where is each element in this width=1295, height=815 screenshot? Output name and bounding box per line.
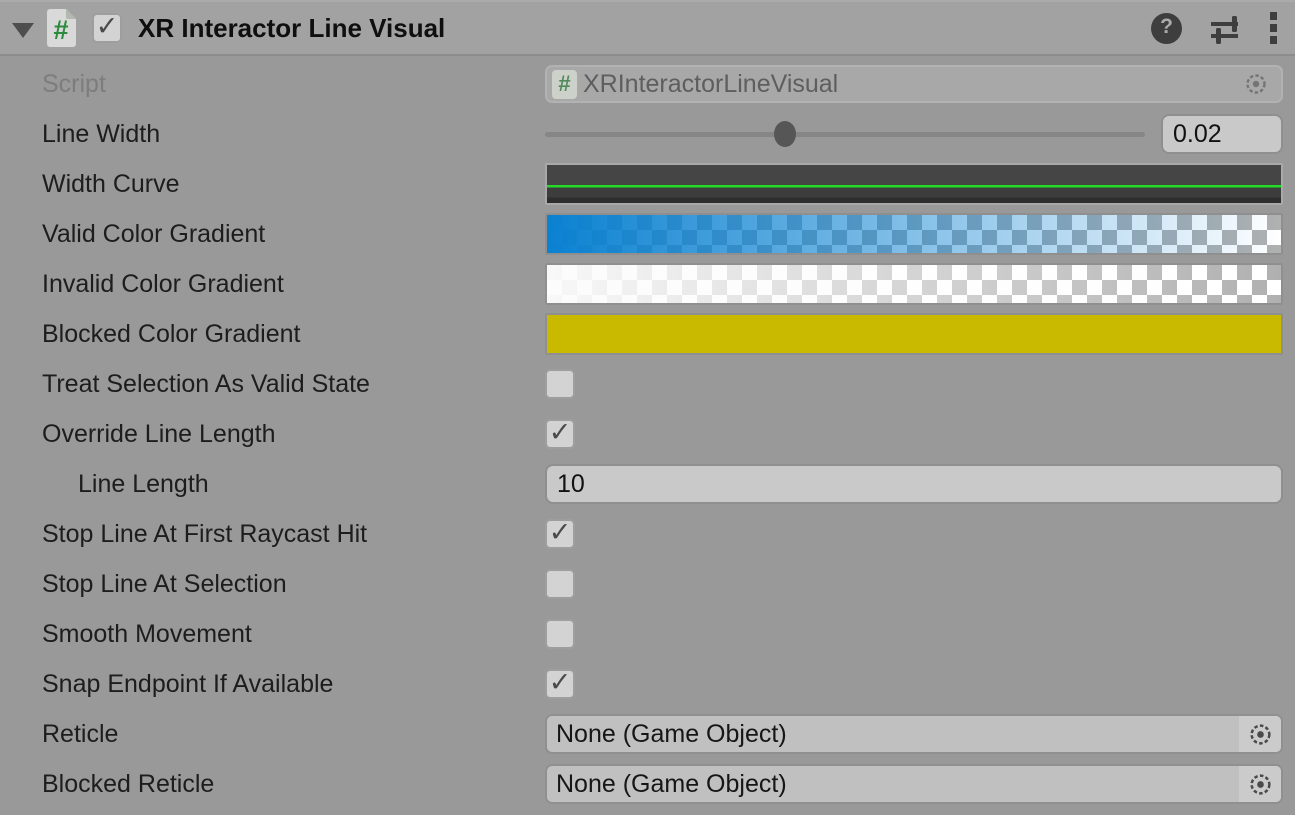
component-header: # XR Interactor Line Visual ? xyxy=(0,0,1295,56)
row-invalid-gradient: Invalid Color Gradient xyxy=(0,259,1295,309)
row-blocked-gradient: Blocked Color Gradient xyxy=(0,309,1295,359)
row-valid-gradient: Valid Color Gradient xyxy=(0,209,1295,259)
treat-selection-label: Treat Selection As Valid State xyxy=(42,369,370,398)
row-reticle: Reticle None (Game Object) xyxy=(0,709,1295,759)
more-options-button[interactable] xyxy=(1270,12,1277,44)
invalid-gradient-label: Invalid Color Gradient xyxy=(42,269,284,298)
stop-selection-checkbox[interactable] xyxy=(545,569,575,599)
row-stop-first-hit: Stop Line At First Raycast Hit xyxy=(0,509,1295,559)
blocked-reticle-value: None (Game Object) xyxy=(556,769,787,798)
object-picker-icon[interactable] xyxy=(1239,67,1273,101)
row-line-width: Line Width xyxy=(0,109,1295,159)
line-width-input[interactable] xyxy=(1161,114,1283,154)
help-button[interactable]: ? xyxy=(1151,12,1182,44)
row-smooth-movement: Smooth Movement xyxy=(0,609,1295,659)
reticle-object-field[interactable]: None (Game Object) xyxy=(545,714,1283,754)
line-width-label: Line Width xyxy=(42,119,161,148)
script-object-field[interactable]: # XRInteractorLineVisual xyxy=(545,65,1283,103)
row-treat-selection: Treat Selection As Valid State xyxy=(0,359,1295,409)
inspector-body: Script # XRInteractorLineVisual Line Wid… xyxy=(0,56,1295,809)
script-file-icon: # xyxy=(552,69,577,99)
override-line-length-label: Override Line Length xyxy=(42,419,276,448)
line-length-input[interactable] xyxy=(545,464,1283,504)
component-enabled-checkbox[interactable] xyxy=(92,13,122,43)
csharp-script-icon: # xyxy=(44,8,78,48)
row-script: Script # XRInteractorLineVisual xyxy=(0,59,1295,109)
row-stop-selection: Stop Line At Selection xyxy=(0,559,1295,609)
smooth-movement-label: Smooth Movement xyxy=(42,619,252,648)
invalid-color-gradient-field[interactable] xyxy=(545,263,1283,305)
hash-glyph: # xyxy=(53,14,69,45)
line-length-label: Line Length xyxy=(78,469,209,498)
blocked-reticle-object-field[interactable]: None (Game Object) xyxy=(545,764,1283,804)
blocked-gradient-label: Blocked Color Gradient xyxy=(42,319,301,348)
component-title: XR Interactor Line Visual xyxy=(138,12,446,43)
row-override-line-length: Override Line Length xyxy=(0,409,1295,459)
presets-button[interactable] xyxy=(1208,11,1244,45)
row-blocked-reticle: Blocked Reticle None (Game Object) xyxy=(0,759,1295,809)
line-width-slider[interactable] xyxy=(545,121,1145,147)
help-icon: ? xyxy=(1151,12,1182,44)
script-value: XRInteractorLineVisual xyxy=(583,69,839,98)
script-label: Script xyxy=(42,69,106,98)
width-curve-field[interactable] xyxy=(545,163,1283,205)
width-curve-label: Width Curve xyxy=(42,169,180,198)
presets-sliders-icon xyxy=(1211,16,1238,44)
object-picker-icon[interactable] xyxy=(1239,716,1281,752)
row-width-curve: Width Curve xyxy=(0,159,1295,209)
stop-first-hit-label: Stop Line At First Raycast Hit xyxy=(42,519,368,548)
row-line-length: Line Length xyxy=(0,459,1295,509)
row-snap-endpoint: Snap Endpoint If Available xyxy=(0,659,1295,709)
line-width-slider-knob[interactable] xyxy=(774,121,796,147)
object-picker-icon[interactable] xyxy=(1239,766,1281,802)
snap-endpoint-checkbox[interactable] xyxy=(545,669,575,699)
treat-selection-checkbox[interactable] xyxy=(545,369,575,399)
stop-first-hit-checkbox[interactable] xyxy=(545,519,575,549)
foldout-arrow-icon[interactable] xyxy=(12,22,34,38)
override-line-length-checkbox[interactable] xyxy=(545,419,575,449)
blocked-reticle-label: Blocked Reticle xyxy=(42,769,215,798)
blocked-color-gradient-field[interactable] xyxy=(545,313,1283,355)
valid-color-gradient-field[interactable] xyxy=(545,213,1283,255)
kebab-dot xyxy=(1270,12,1277,20)
stop-selection-label: Stop Line At Selection xyxy=(42,569,287,598)
kebab-dot xyxy=(1270,24,1277,32)
snap-endpoint-label: Snap Endpoint If Available xyxy=(42,669,334,698)
kebab-dot xyxy=(1270,36,1277,44)
smooth-movement-checkbox[interactable] xyxy=(545,619,575,649)
valid-gradient-label: Valid Color Gradient xyxy=(42,219,266,248)
reticle-label: Reticle xyxy=(42,719,119,748)
reticle-value: None (Game Object) xyxy=(556,719,787,748)
